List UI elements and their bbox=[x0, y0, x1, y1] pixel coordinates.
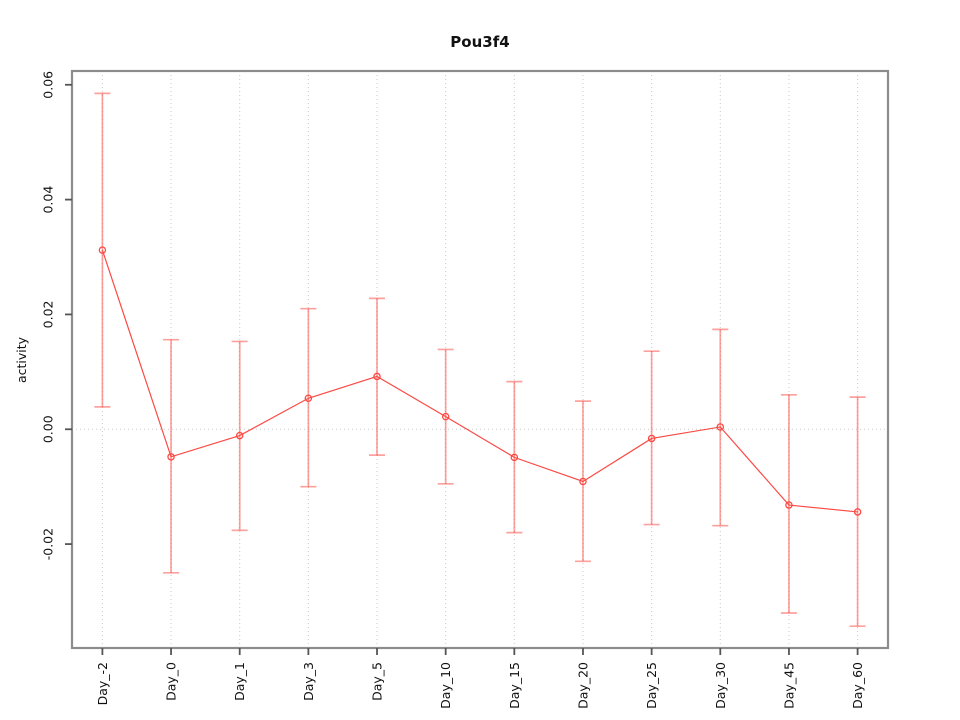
chart-title: Pou3f4 bbox=[450, 33, 509, 51]
axis-layer: -0.02 0.00 0.02 0.04 0.06 Day_-2 Day_0 Day_1 Day… bbox=[41, 71, 866, 709]
data-point bbox=[167, 453, 175, 461]
y-tick-label: 0.06 bbox=[41, 71, 56, 99]
data-point bbox=[235, 431, 244, 440]
data-point bbox=[510, 453, 519, 462]
x-tick-label: Day_25 bbox=[644, 662, 659, 709]
data-point bbox=[304, 394, 313, 403]
x-tick-label: Day_0 bbox=[164, 662, 179, 701]
y-tick-label: 0.00 bbox=[41, 415, 56, 443]
x-tick-label: Day_30 bbox=[713, 662, 728, 709]
x-tick-label: Day_1 bbox=[232, 662, 247, 701]
plot-frame bbox=[70, 69, 890, 650]
frame-layer bbox=[70, 69, 890, 650]
series-layer bbox=[94, 92, 866, 628]
x-tick-label: Day_5 bbox=[370, 662, 385, 701]
data-point bbox=[785, 501, 793, 509]
x-tick-label: Day_10 bbox=[438, 662, 453, 709]
x-tick-label: Day_-2 bbox=[95, 662, 110, 705]
x-tick-label: Day_45 bbox=[781, 662, 796, 709]
data-point bbox=[716, 423, 725, 431]
x-tick-label: Day_3 bbox=[301, 662, 316, 701]
data-point bbox=[579, 477, 587, 486]
x-tick-label: Day_20 bbox=[575, 662, 590, 709]
y-tick-label: -0.02 bbox=[41, 528, 56, 560]
x-tick-label: Day_15 bbox=[507, 662, 522, 709]
y-axis-label: activity bbox=[14, 336, 29, 383]
data-point bbox=[647, 434, 656, 443]
grid-layer bbox=[72, 71, 888, 648]
data-point bbox=[98, 246, 107, 254]
data-point bbox=[441, 412, 450, 421]
y-tick-label: 0.02 bbox=[41, 301, 56, 329]
x-tick-label: Day_60 bbox=[850, 662, 865, 709]
data-point bbox=[373, 372, 381, 381]
y-tick-label: 0.04 bbox=[41, 186, 56, 214]
series-line bbox=[101, 249, 858, 513]
data-point bbox=[853, 508, 862, 516]
